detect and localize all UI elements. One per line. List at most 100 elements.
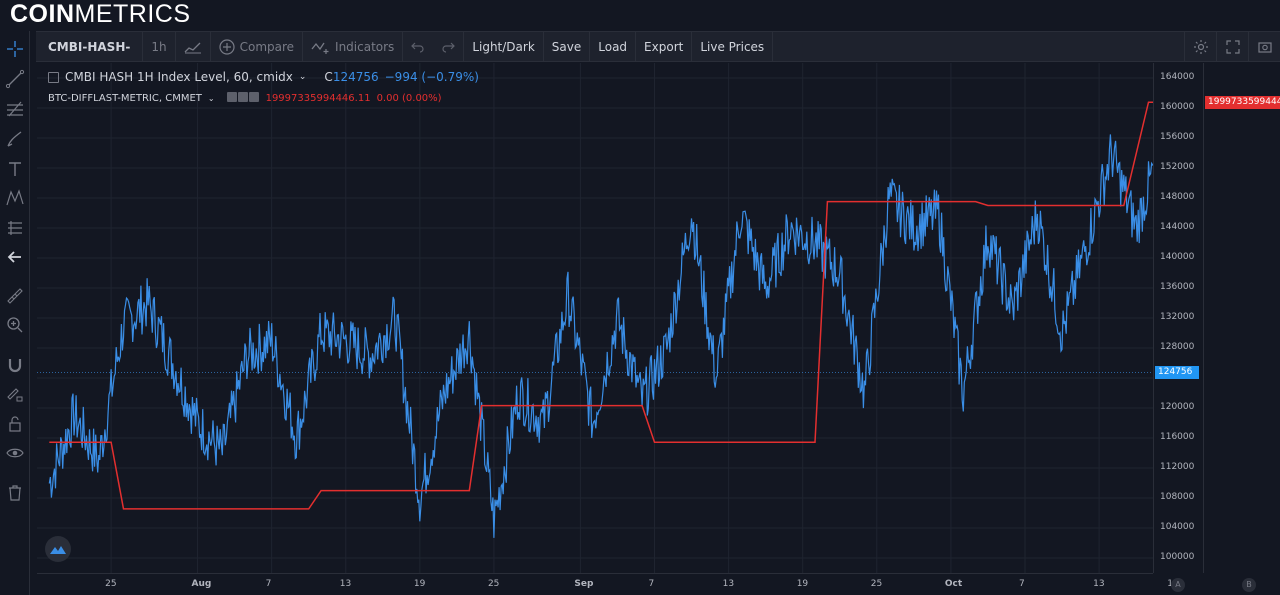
lock-tool[interactable]	[3, 412, 27, 436]
price-tick-label: 128000	[1160, 342, 1195, 352]
series1-legend[interactable]: CMBI HASH 1H Index Level, 60, cmidx ⌄ C1…	[48, 70, 479, 84]
price-tick-label: 148000	[1160, 192, 1195, 202]
series2-remove-icon[interactable]	[248, 92, 259, 102]
price-tick-label: 140000	[1160, 252, 1195, 262]
toolbar-right-group	[1184, 32, 1280, 61]
load-button[interactable]: Load	[590, 32, 637, 61]
price-tick-label: 136000	[1160, 282, 1195, 292]
collapse-legend-icon[interactable]	[48, 71, 59, 83]
difficulty-value-tag: 19997335994446.11	[1205, 96, 1280, 110]
time-tick-label: 19	[413, 579, 426, 589]
settings-button[interactable]	[1184, 32, 1216, 61]
pencil-lock-icon	[7, 388, 23, 402]
price-scale-difficulty[interactable]: 2020000000000002000000000000001980000000…	[1203, 63, 1280, 573]
time-tick-label: 13	[722, 579, 735, 589]
series1-dropdown-icon[interactable]: ⌄	[298, 72, 307, 82]
magnet-tool[interactable]	[3, 353, 27, 377]
time-tick-label: Aug	[191, 579, 212, 589]
text-tool[interactable]	[3, 157, 27, 181]
series2-settings-icon[interactable]	[237, 92, 248, 102]
trendline-tool[interactable]	[3, 67, 27, 91]
time-tick-label: Sep	[574, 579, 594, 589]
price-tick-label: 104000	[1160, 522, 1195, 532]
series2-value: 19997335994446.11	[265, 93, 371, 104]
live-prices-button[interactable]: Live Prices	[692, 32, 774, 61]
brush-tool[interactable]	[3, 127, 27, 151]
chart-style-button[interactable]	[176, 32, 211, 61]
redo-button[interactable]	[433, 32, 465, 61]
undo-button[interactable]	[403, 32, 433, 61]
ruler-icon	[7, 288, 23, 304]
coinmetrics-watermark-icon[interactable]	[45, 536, 71, 562]
save-button[interactable]: Save	[544, 32, 591, 61]
remove-drawings-tool[interactable]	[3, 481, 27, 505]
price-scale-left-series[interactable]: 164000 160000 156000 152000 148000 144000 1400…	[1153, 63, 1203, 573]
zoom-tool[interactable]	[3, 313, 27, 337]
symbol-search-button[interactable]: CMBI-HASH-	[36, 32, 144, 61]
pattern-tool[interactable]	[3, 186, 27, 210]
indicators-label: Indicators	[335, 39, 395, 54]
fullscreen-button[interactable]	[1216, 32, 1248, 61]
series2-dropdown-icon[interactable]: ⌄	[207, 94, 215, 103]
series1-title: CMBI HASH 1H Index Level, 60, cmidx	[65, 70, 293, 84]
time-tick-label: 7	[648, 579, 655, 589]
hash-index-series-line[interactable]	[48, 124, 1153, 538]
price-tick-label: 132000	[1160, 312, 1195, 322]
last-price-tag: 124756	[1155, 366, 1199, 380]
zoom-in-icon	[7, 317, 23, 333]
brush-icon	[7, 131, 22, 147]
series2-hide-icon[interactable]	[226, 92, 237, 102]
fib-tool[interactable]	[3, 97, 27, 121]
fullscreen-icon	[1225, 39, 1240, 54]
price-tick-label: 116000	[1160, 432, 1195, 442]
visibility-tool[interactable]	[3, 441, 27, 465]
coinmetrics-logo[interactable]: COINMETRICS	[10, 0, 191, 28]
export-button[interactable]: Export	[636, 32, 693, 61]
series2-title: BTC-DIFFLAST-METRIC, CMMET	[48, 93, 202, 104]
price-tick-label: 108000	[1160, 492, 1195, 502]
mountain-logo-icon	[50, 546, 66, 554]
redo-icon	[442, 42, 456, 53]
eye-icon	[6, 448, 24, 458]
price-tick-label: 160000	[1160, 102, 1195, 112]
crosshair-tool[interactable]	[3, 37, 27, 61]
time-tick-label: 7	[265, 579, 272, 589]
time-axis[interactable]: 25Aug7131925Sep7131925Oct71319	[37, 573, 1179, 595]
chart-pane[interactable]	[37, 63, 1153, 573]
time-tick-label: 25	[870, 579, 883, 589]
time-tick-label: 13	[1093, 579, 1105, 589]
pattern-icon	[6, 189, 24, 206]
series1-close-value: 124756	[332, 70, 379, 84]
measure-tool[interactable]	[3, 284, 27, 308]
trendline-icon	[5, 69, 25, 89]
compare-button[interactable]: Compare	[211, 32, 304, 61]
difficulty-series-line[interactable]	[49, 101, 1153, 510]
time-tick-label: 25	[105, 579, 117, 589]
light-dark-button[interactable]: Light/Dark	[464, 32, 544, 61]
scale-b-button[interactable]: B	[1242, 578, 1256, 592]
price-tick-label: 156000	[1160, 132, 1195, 142]
plus-circle-icon	[218, 38, 235, 55]
arrow-left-icon	[7, 251, 21, 263]
indicators-icon	[311, 42, 329, 54]
scale-a-button[interactable]: A	[1171, 578, 1185, 592]
time-tick-label: 13	[339, 579, 352, 589]
magnet-icon	[8, 359, 22, 373]
indicators-button[interactable]: Indicators	[303, 32, 404, 61]
price-tick-label: 152000	[1160, 162, 1195, 172]
time-tick-label: 19	[796, 579, 809, 589]
drawing-toolbar	[0, 31, 30, 595]
interval-button[interactable]: 1h	[143, 32, 176, 61]
price-tick-label: 164000	[1160, 72, 1195, 82]
prediction-tool[interactable]	[3, 216, 27, 240]
camera-icon	[1257, 41, 1272, 53]
unlock-icon	[9, 416, 21, 432]
stay-drawing-tool[interactable]	[3, 382, 27, 406]
prediction-icon	[8, 221, 22, 235]
back-tool[interactable]	[3, 245, 27, 269]
crosshair-icon	[7, 41, 23, 57]
price-tick-label: 120000	[1160, 402, 1195, 412]
series2-legend[interactable]: BTC-DIFFLAST-METRIC, CMMET ⌄ 19997335994…	[48, 92, 442, 105]
screenshot-button[interactable]	[1248, 32, 1280, 61]
